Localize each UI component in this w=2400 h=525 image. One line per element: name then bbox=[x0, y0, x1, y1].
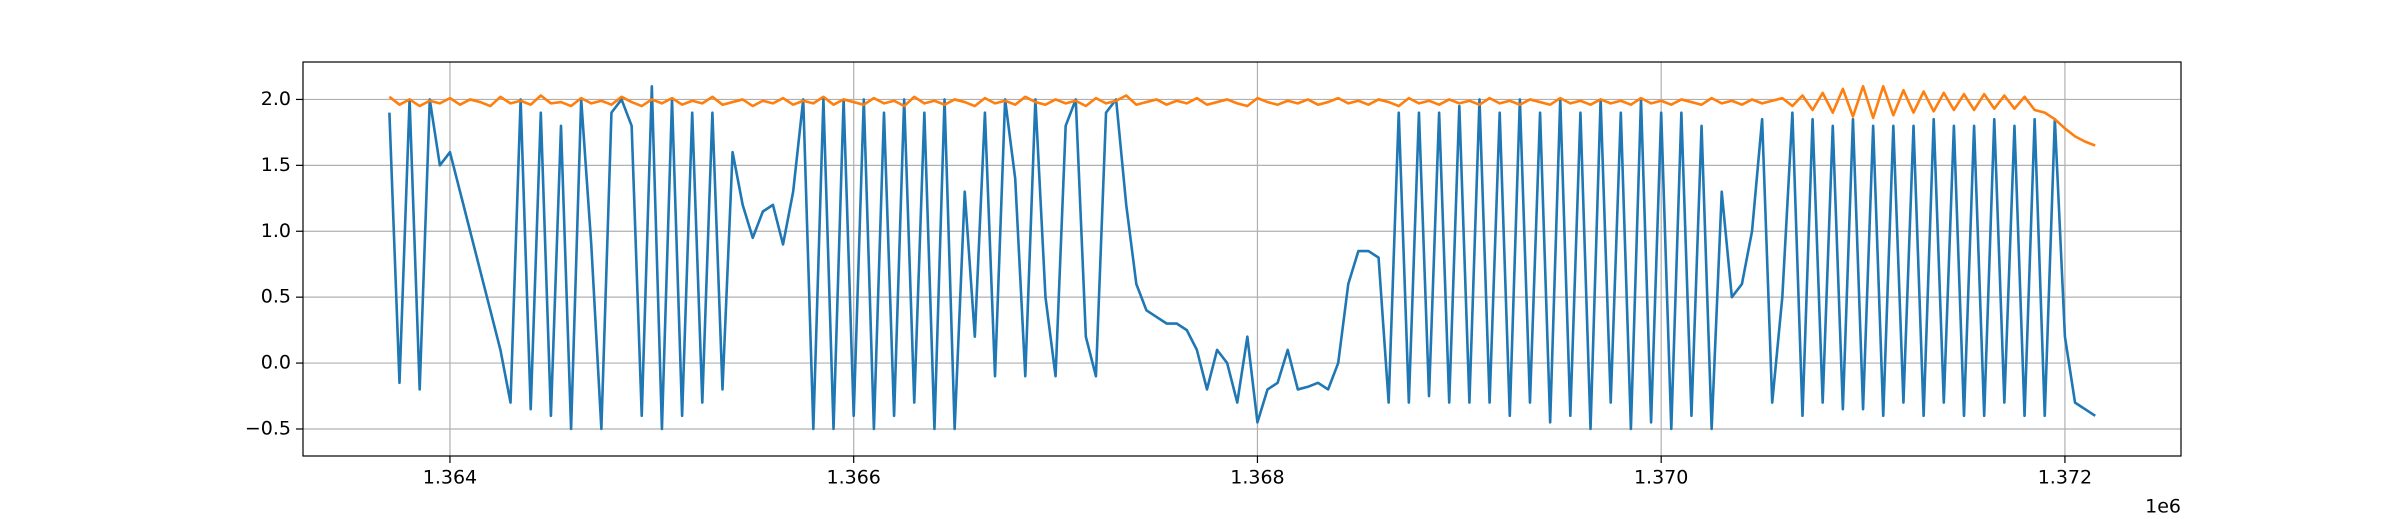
y-tick-label: −0.5 bbox=[245, 417, 291, 439]
y-tick-label: 1.0 bbox=[261, 220, 291, 242]
y-tick-label: 1.5 bbox=[261, 154, 291, 176]
x-offset-label: 1e6 bbox=[2145, 496, 2181, 518]
x-tick-label: 1.368 bbox=[1230, 467, 1284, 489]
x-tick-label: 1.364 bbox=[423, 467, 477, 489]
y-tick-label: 0.5 bbox=[261, 286, 291, 308]
y-tick-label: 0.0 bbox=[261, 352, 291, 374]
y-tick-label: 2.0 bbox=[261, 88, 291, 110]
x-tick-label: 1.372 bbox=[2038, 467, 2092, 489]
plot-frame bbox=[302, 61, 2182, 457]
line-series bbox=[388, 84, 2096, 147]
x-tick-label: 1.366 bbox=[826, 467, 880, 489]
line-series bbox=[388, 84, 2096, 431]
x-tick-label: 1.370 bbox=[1634, 467, 1688, 489]
